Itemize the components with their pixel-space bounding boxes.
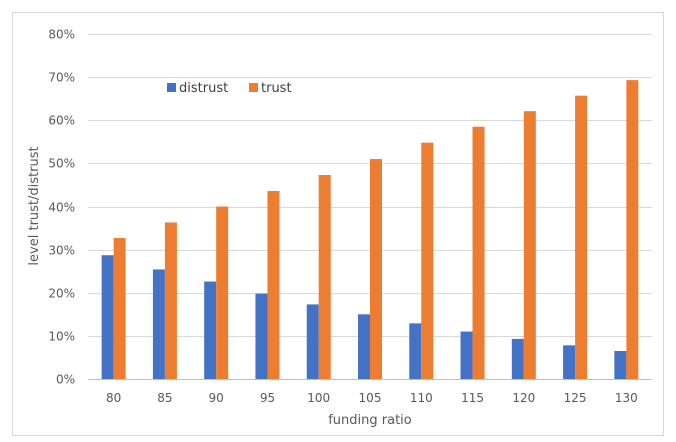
- y-tick-label: 40%: [48, 201, 75, 215]
- bar-distrust-130: [614, 350, 627, 379]
- y-tick-label: 60%: [48, 114, 75, 128]
- legend-label-distrust: distrust: [179, 81, 228, 96]
- bars: [101, 80, 639, 380]
- x-tick-label: 115: [461, 391, 484, 405]
- bar-trust-95: [267, 190, 280, 379]
- y-axis-tick-labels: 0% 10% 20% 30% 40% 50% 60% 70% 80%: [48, 28, 75, 387]
- y-tick-label: 30%: [48, 244, 75, 258]
- y-axis-title: level trust/distrust: [27, 146, 42, 265]
- x-tick-label: 130: [615, 391, 638, 405]
- x-tick-label: 105: [359, 391, 382, 405]
- bar-trust-125: [575, 95, 588, 379]
- bar-distrust-80: [101, 255, 114, 379]
- y-tick-label: 80%: [48, 28, 75, 42]
- bar-distrust-95: [255, 293, 268, 379]
- bar-trust-105: [370, 159, 382, 379]
- bar-trust-110: [421, 142, 434, 379]
- bar-trust-100: [318, 175, 331, 379]
- x-tick-label: 90: [209, 391, 224, 405]
- x-tick-label: 100: [307, 391, 330, 405]
- y-tick-label: 70%: [48, 71, 75, 85]
- bar-distrust-125: [563, 345, 576, 379]
- y-tick-label: 0%: [56, 373, 75, 387]
- x-tick-label: 110: [410, 391, 433, 405]
- legend-swatch-distrust: [167, 83, 176, 92]
- x-tick-label: 125: [564, 391, 587, 405]
- x-axis-title: funding ratio: [328, 413, 412, 428]
- x-tick-label: 95: [260, 391, 275, 405]
- bar-distrust-120: [511, 338, 524, 379]
- x-tick-label: 85: [157, 391, 172, 405]
- legend-swatch-trust: [249, 83, 258, 92]
- bar-distrust-115: [460, 331, 473, 379]
- bar-trust-130: [626, 80, 639, 380]
- bar-trust-115: [472, 126, 485, 379]
- bar-distrust-85: [152, 269, 165, 379]
- bar-distrust-90: [204, 281, 217, 379]
- x-tick-label: 120: [512, 391, 535, 405]
- y-tick-label: 10%: [48, 330, 75, 344]
- bar-distrust-100: [306, 304, 319, 379]
- y-tick-label: 50%: [48, 157, 75, 171]
- bar-distrust-110: [409, 323, 422, 379]
- bar-trust-80: [113, 237, 126, 379]
- legend-label-trust: trust: [261, 81, 292, 96]
- x-axis-tick-labels: 80 85 90 95 100 105 110 115 120 125 130: [106, 391, 638, 405]
- bar-distrust-105: [358, 314, 370, 379]
- y-tick-label: 20%: [48, 287, 75, 301]
- bar-trust-85: [164, 222, 177, 379]
- bar-trust-90: [216, 206, 229, 379]
- bar-trust-120: [523, 111, 536, 379]
- legend: distrust trust: [167, 81, 292, 96]
- x-tick-label: 80: [106, 391, 121, 405]
